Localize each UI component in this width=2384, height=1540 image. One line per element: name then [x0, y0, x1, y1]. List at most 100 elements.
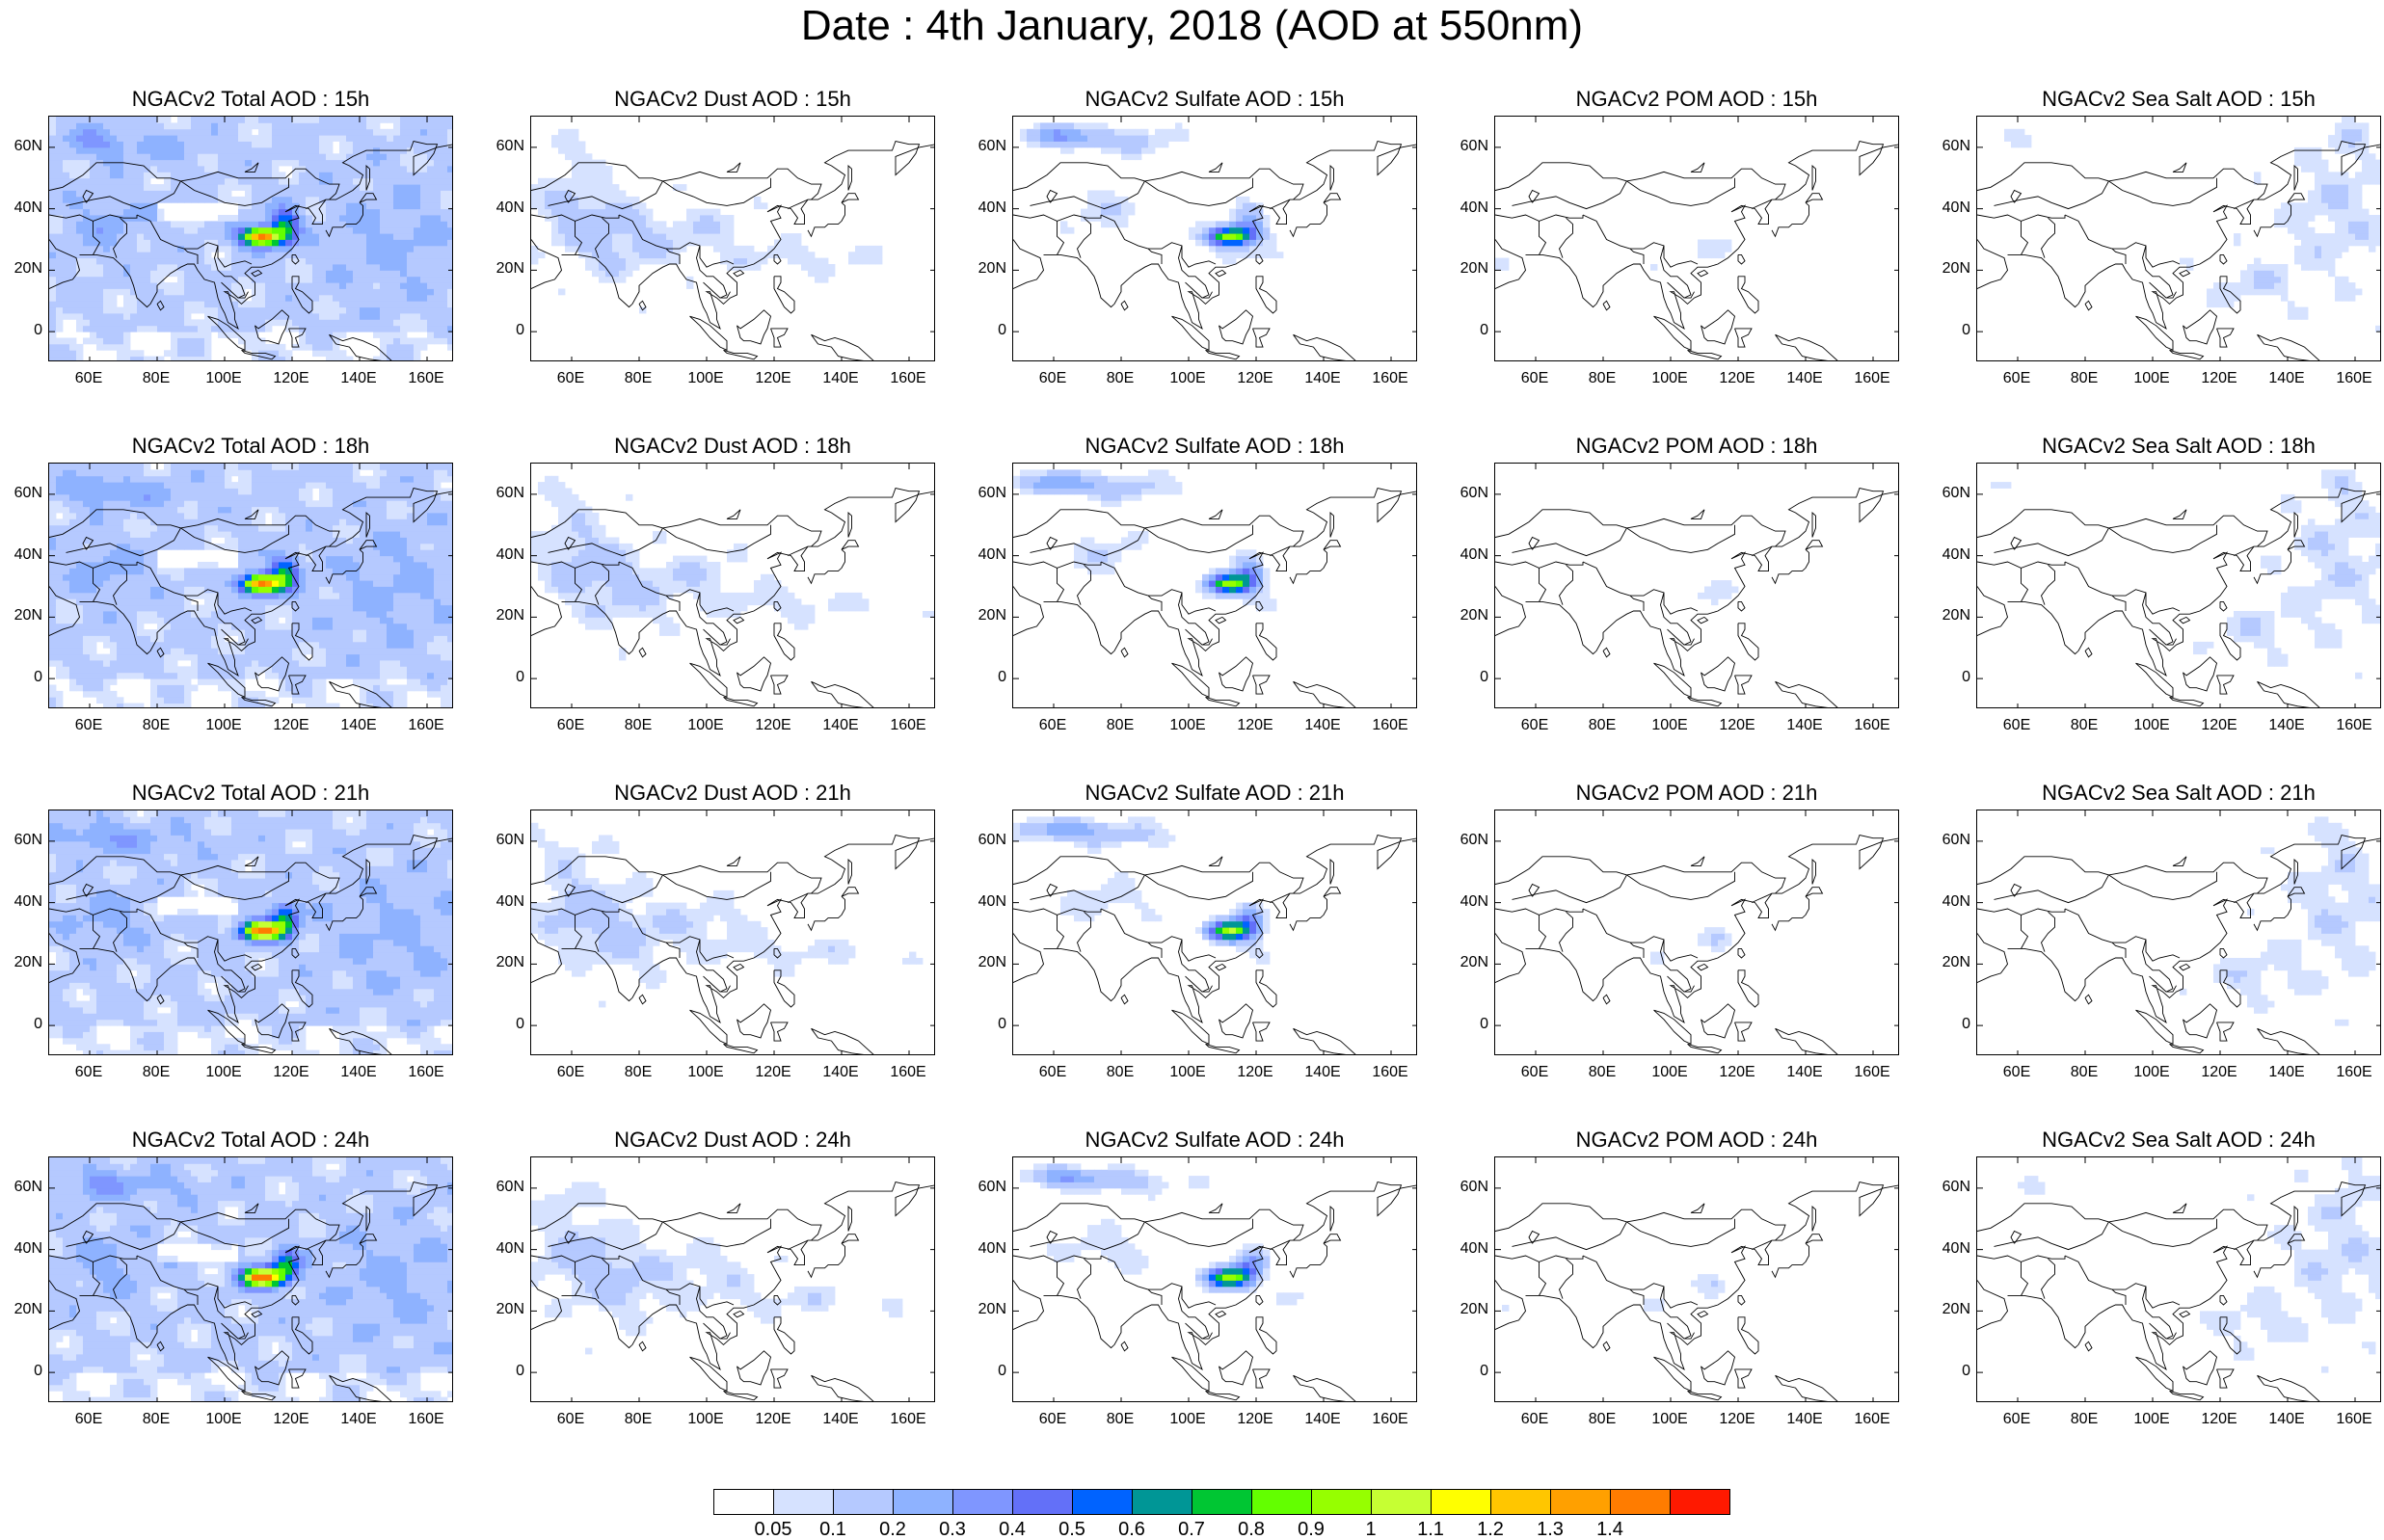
latitude-label: 40N [1938, 200, 1970, 216]
longitude-label: 100E [2128, 371, 2176, 386]
colorbar-label: 0.6 [1108, 1520, 1156, 1539]
latitude-label: 20N [492, 955, 524, 970]
latitude-label: 40N [974, 200, 1006, 216]
latitude-label: 0 [974, 323, 1006, 338]
panel-title: NGACv2 Dust AOD : 18h [530, 434, 935, 459]
longitude-label: 160E [884, 718, 932, 733]
aod-field [531, 117, 935, 361]
longitude-label: 140E [1299, 718, 1347, 733]
latitude-label: 20N [1938, 1302, 1970, 1317]
longitude-label: 160E [1848, 371, 1896, 386]
longitude-label: 60E [65, 371, 113, 386]
longitude-label: 160E [2330, 371, 2378, 386]
colorbar-swatch [1012, 1489, 1073, 1515]
latitude-label: 20N [1938, 955, 1970, 970]
panel-title: NGACv2 Sulfate AOD : 24h [1012, 1128, 1417, 1153]
longitude-label: 80E [614, 371, 662, 386]
aod-field [1013, 117, 1417, 361]
longitude-label: 160E [1366, 371, 1414, 386]
longitude-label: 100E [200, 1065, 248, 1080]
longitude-label: 60E [1029, 1412, 1077, 1427]
latitude-label: 60N [1456, 1180, 1488, 1195]
latitude-label: 40N [492, 547, 524, 563]
colorbar-swatch [1610, 1489, 1671, 1515]
panel-title: NGACv2 POM AOD : 18h [1494, 434, 1899, 459]
colorbar-swatch [1072, 1489, 1133, 1515]
aod-field [49, 1157, 453, 1402]
colorbar-swatch [1132, 1489, 1192, 1515]
latitude-label: 0 [492, 670, 524, 685]
longitude-label: 100E [682, 1412, 730, 1427]
longitude-label: 160E [402, 371, 450, 386]
longitude-label: 60E [547, 718, 595, 733]
longitude-label: 160E [2330, 718, 2378, 733]
latitude-label: 20N [10, 261, 42, 277]
aod-map [1976, 463, 2381, 708]
latitude-label: 40N [974, 547, 1006, 563]
aod-field [1495, 1157, 1899, 1402]
latitude-label: 60N [1456, 139, 1488, 154]
longitude-label: 140E [2263, 371, 2311, 386]
aod-field [1977, 464, 2381, 708]
aod-field [1977, 810, 2381, 1055]
longitude-label: 100E [2128, 718, 2176, 733]
colorbar-label: 0.8 [1227, 1520, 1275, 1539]
longitude-label: 160E [884, 371, 932, 386]
longitude-label: 80E [132, 371, 180, 386]
latitude-label: 60N [1938, 1180, 1970, 1195]
longitude-label: 140E [817, 718, 865, 733]
longitude-label: 120E [749, 371, 797, 386]
longitude-label: 120E [1713, 718, 1761, 733]
latitude-label: 0 [1456, 1017, 1488, 1032]
longitude-label: 140E [1781, 371, 1829, 386]
latitude-label: 40N [1938, 547, 1970, 563]
longitude-label: 100E [1646, 1065, 1694, 1080]
latitude-label: 40N [1456, 1241, 1488, 1257]
latitude-label: 40N [10, 1241, 42, 1257]
latitude-label: 60N [492, 833, 524, 848]
aod-field [49, 464, 453, 708]
panel-title: NGACv2 Sea Salt AOD : 15h [1976, 87, 2381, 112]
longitude-label: 60E [1029, 1065, 1077, 1080]
longitude-label: 120E [2195, 371, 2243, 386]
latitude-label: 0 [974, 670, 1006, 685]
latitude-label: 60N [492, 1180, 524, 1195]
longitude-label: 100E [682, 371, 730, 386]
panel-title: NGACv2 Total AOD : 24h [48, 1128, 453, 1153]
latitude-label: 60N [974, 833, 1006, 848]
aod-map [1494, 810, 1899, 1055]
latitude-label: 40N [1456, 894, 1488, 910]
aod-map [1012, 463, 1417, 708]
aod-map [530, 463, 935, 708]
aod-map [1012, 1156, 1417, 1402]
longitude-label: 100E [1646, 371, 1694, 386]
latitude-label: 40N [1456, 547, 1488, 563]
longitude-label: 120E [1231, 1412, 1279, 1427]
latitude-label: 20N [1938, 261, 1970, 277]
longitude-label: 60E [65, 1412, 113, 1427]
latitude-label: 0 [492, 1364, 524, 1379]
latitude-label: 0 [1456, 323, 1488, 338]
latitude-label: 60N [1938, 139, 1970, 154]
aod-map [1494, 116, 1899, 361]
longitude-label: 100E [1164, 1065, 1212, 1080]
colorbar-label: 0.3 [928, 1520, 977, 1539]
longitude-label: 160E [402, 1412, 450, 1427]
longitude-label: 120E [267, 371, 315, 386]
colorbar-swatch [833, 1489, 894, 1515]
longitude-label: 80E [132, 718, 180, 733]
latitude-label: 40N [974, 894, 1006, 910]
longitude-label: 100E [200, 718, 248, 733]
